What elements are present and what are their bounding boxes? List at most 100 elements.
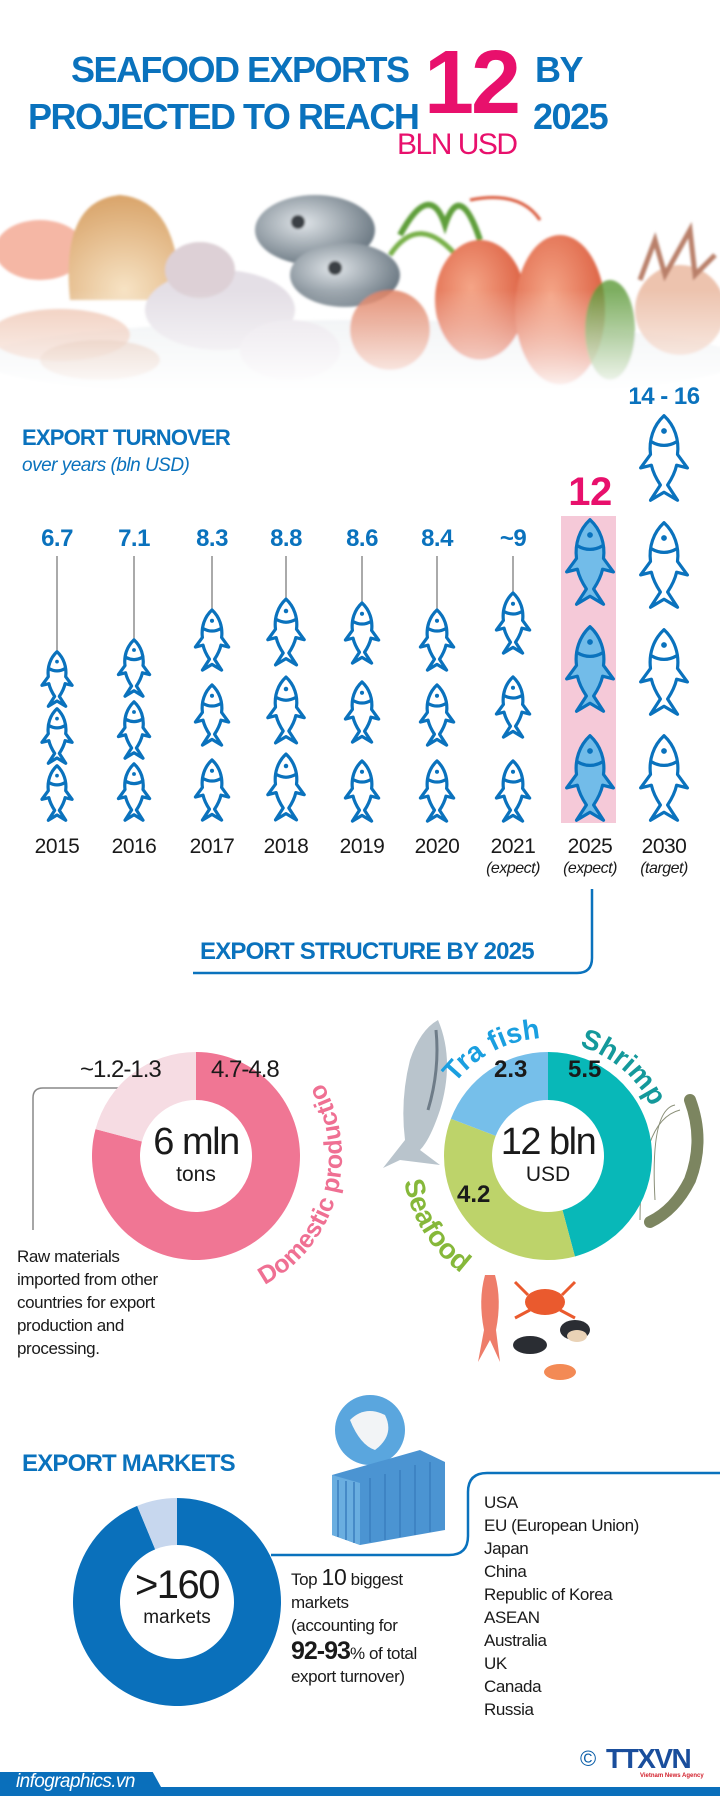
footer-site-link[interactable]: infographics.vn <box>16 1771 135 1792</box>
structure-title: EXPORT STRUCTURE BY 2025 <box>200 938 535 965</box>
fish-icon <box>564 625 616 713</box>
donut1-center-value: 6 mln <box>153 1121 240 1163</box>
ttxvn-logo-subtitle: Vietnam News Agency <box>640 1773 704 1779</box>
turnover-title: EXPORT TURNOVER <box>22 425 231 450</box>
fish-icon <box>418 683 456 747</box>
production-donut <box>91 1052 300 1260</box>
fish-icon <box>266 597 306 667</box>
country-item: Republic of Korea <box>484 1585 613 1604</box>
domestic-slice-label: 4.7-4.8 <box>211 1056 280 1083</box>
seafood-value: 4.2 <box>457 1181 491 1208</box>
raw-note-line: Raw materials <box>17 1247 120 1266</box>
value-label-2016: 7.1 <box>118 525 150 552</box>
fish-icon <box>638 521 690 609</box>
slice-top-10 <box>137 1498 177 1550</box>
country-item: USA <box>484 1493 518 1512</box>
year-label-2021: 2021 <box>490 835 536 858</box>
turnover-pictogram <box>40 414 690 823</box>
fish-column-2025 <box>564 518 616 822</box>
top-markets-note: Top 10 biggest markets (accounting for 9… <box>291 1566 417 1688</box>
raw-note-line: production and <box>17 1316 124 1335</box>
country-item: UK <box>484 1654 507 1673</box>
top-line3: (accounting for <box>291 1616 398 1635</box>
country-item: EU (European Union) <box>484 1516 639 1535</box>
fish-column-2015 <box>40 556 74 822</box>
fish-icon <box>40 707 74 765</box>
top-line5: export turnover) <box>291 1667 405 1686</box>
title-year: 2025 <box>533 96 609 137</box>
slice-other-markets <box>72 1498 282 1707</box>
country-item: ASEAN <box>484 1608 540 1627</box>
top-pre: Top <box>291 1570 322 1589</box>
country-item: Australia <box>484 1631 547 1650</box>
headline-number: 12 <box>424 33 521 133</box>
top-pct: 92-93 <box>291 1637 351 1665</box>
raw-note-line: processing. <box>17 1339 100 1358</box>
donut1-center-unit: tons <box>176 1163 216 1186</box>
shrimp-value: 5.5 <box>568 1056 602 1083</box>
country-item: Canada <box>484 1677 542 1696</box>
year-label-2030: 2030 <box>641 835 687 858</box>
fish-icon <box>638 734 690 822</box>
fish-icon <box>116 700 152 760</box>
value-label-2030: 14 - 16 <box>628 383 700 410</box>
markets-title: EXPORT MARKETS <box>22 1450 236 1477</box>
slice-shrimp <box>548 1052 653 1257</box>
slice-domestic-production <box>91 1052 300 1260</box>
raw-note-line: imported from other <box>17 1270 158 1289</box>
turnover-subtitle: over years (bln USD) <box>22 455 190 476</box>
donut3-center-unit: markets <box>143 1607 211 1628</box>
headline-unit: BLN USD <box>397 128 518 161</box>
year-label-2019: 2019 <box>339 835 385 858</box>
fish-icon <box>494 759 532 823</box>
fish-icon <box>343 759 381 823</box>
year-label-2016: 2016 <box>111 835 157 858</box>
country-item: China <box>484 1562 527 1581</box>
tra-fish-image <box>383 1020 448 1168</box>
fish-icon <box>418 759 456 823</box>
note-label-2030: (target) <box>640 860 688 877</box>
slice-tra-fish <box>450 1052 548 1136</box>
fish-column-2018 <box>266 556 306 822</box>
value-label-2025: 12 <box>568 470 612 514</box>
value-label-2019: 8.6 <box>346 525 378 552</box>
year-label-2017: 2017 <box>189 835 235 858</box>
note-label-2025: (expect) <box>563 860 617 877</box>
fish-icon <box>564 734 616 822</box>
fish-icon <box>343 680 381 744</box>
top-line2: markets <box>291 1593 349 1612</box>
year-label-2020: 2020 <box>414 835 460 858</box>
ttxvn-logo: TTXVN <box>606 1743 692 1774</box>
fish-column-2017 <box>193 556 231 822</box>
top-pct-post: % of total <box>349 1644 417 1663</box>
fish-icon <box>564 518 616 606</box>
fish-icon <box>494 591 532 655</box>
fish-icon <box>494 675 532 739</box>
raw-materials-note: Raw materials imported from other countrie… <box>17 1245 158 1360</box>
year-label-2025: 2025 <box>567 835 613 858</box>
markets-donut <box>72 1498 282 1707</box>
country-item: Russia <box>484 1700 534 1719</box>
fish-column-2016 <box>116 556 152 822</box>
imported-slice-label: ~1.2-1.3 <box>80 1056 162 1083</box>
country-item: Japan <box>484 1539 529 1558</box>
fish-icon <box>418 608 456 672</box>
fish-icon <box>266 675 306 745</box>
leader-line <box>32 1087 163 1230</box>
value-label-2015: 6.7 <box>41 525 73 552</box>
slice-raw-materials-imported <box>95 1052 196 1142</box>
footer-bar <box>0 1787 720 1796</box>
seafood-icons-image <box>478 1275 590 1380</box>
title-line-2: PROJECTED TO REACH <box>28 96 420 137</box>
shipping-container-globe-image <box>332 1395 445 1545</box>
donut2-center-value: 12 bln <box>500 1121 597 1163</box>
value-label-2018: 8.8 <box>270 525 302 552</box>
tra-fish-value: 2.3 <box>494 1056 528 1083</box>
fish-icon <box>40 650 74 708</box>
footer-tab <box>0 1772 166 1796</box>
fish-column-2019 <box>343 556 381 823</box>
seafood-photo <box>0 160 720 395</box>
markets-bracket-line <box>271 1471 720 1557</box>
country-list: USA EU (European Union) Japan China Republic… <box>484 1491 639 1721</box>
